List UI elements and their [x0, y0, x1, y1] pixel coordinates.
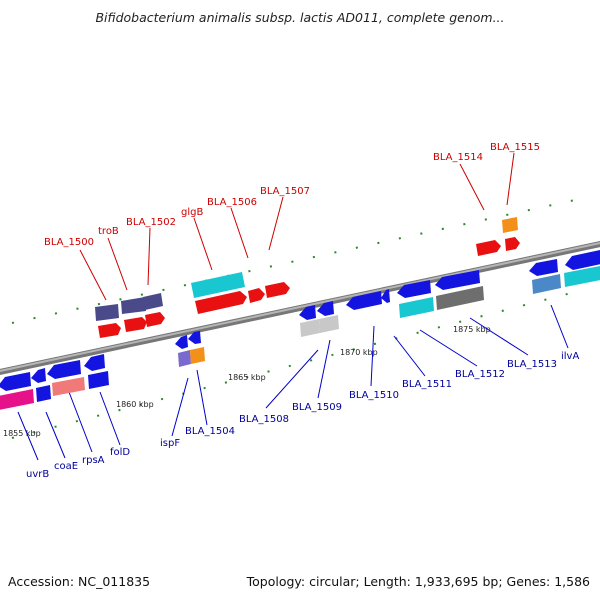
gene-arrow[interactable]: [195, 291, 247, 314]
gene-arrow[interactable]: [381, 289, 390, 303]
gene-arrow[interactable]: [36, 385, 51, 402]
gene-label[interactable]: BLA_1514: [433, 152, 483, 163]
gene-arrow[interactable]: [299, 305, 316, 320]
reverse-gene-labels: uvrB coaE rpsA folD ispF BLA_1504 BLA_15…: [26, 351, 579, 480]
gene-arrow[interactable]: [88, 371, 109, 389]
gene-label[interactable]: ispF: [160, 438, 180, 449]
gene-arrow[interactable]: [248, 288, 265, 303]
gene-arrow[interactable]: [397, 280, 431, 298]
gene-label[interactable]: BLA_1500: [44, 237, 94, 248]
gene-label[interactable]: glgB: [181, 207, 203, 218]
gene-arrow[interactable]: [47, 360, 81, 379]
gene-label[interactable]: BLA_1512: [455, 369, 505, 380]
gene-arrow[interactable]: [175, 335, 188, 349]
gene-arrow[interactable]: [0, 389, 34, 410]
gene-arrow[interactable]: [121, 297, 146, 314]
gene-arrow[interactable]: [265, 282, 290, 298]
genome-backbone-highlight: [0, 242, 600, 372]
gene-arrow[interactable]: [0, 372, 31, 391]
scale-label: 1860 kbp: [116, 400, 154, 409]
gene-arrow[interactable]: [317, 301, 334, 316]
lower-guide-dots: [11, 291, 576, 439]
gene-arrow[interactable]: [532, 274, 561, 294]
gene-arrow[interactable]: [178, 350, 191, 367]
gene-label[interactable]: BLA_1506: [207, 197, 257, 208]
gene-arrow[interactable]: [435, 270, 480, 290]
gene-label[interactable]: uvrB: [26, 469, 49, 480]
gene-arrow[interactable]: [476, 240, 501, 256]
gene-arrow[interactable]: [346, 291, 382, 310]
reverse-leaders: [17, 304, 569, 461]
gene-arrow[interactable]: [399, 297, 434, 318]
forward-leaders: [79, 152, 515, 301]
scale-label: 1870 kbp: [340, 348, 378, 357]
accession-text: Accession: NC_011835: [8, 574, 151, 589]
gene-label[interactable]: BLA_1513: [507, 359, 557, 370]
scale-label: 1875 kbp: [453, 325, 491, 334]
gene-label[interactable]: rpsA: [82, 455, 105, 466]
gene-label[interactable]: BLA_1509: [292, 402, 342, 413]
gene-label[interactable]: coaE: [54, 461, 78, 472]
gene-arrow[interactable]: [52, 377, 85, 396]
gene-arrow[interactable]: [505, 237, 520, 251]
gene-label[interactable]: ilvA: [561, 351, 579, 362]
gene-label[interactable]: BLA_1511: [402, 379, 452, 390]
gene-arrow[interactable]: [31, 368, 46, 383]
scale-label: 1855 kbp: [3, 429, 41, 438]
gene-arrow[interactable]: [98, 323, 121, 338]
upper-guide-dots: [11, 199, 576, 324]
gene-arrow[interactable]: [84, 354, 105, 371]
gene-label[interactable]: BLA_1508: [239, 414, 289, 425]
gene-label[interactable]: troB: [98, 226, 119, 237]
gene-arrow[interactable]: [95, 304, 119, 321]
gene-label[interactable]: BLA_1510: [349, 390, 399, 401]
gene-arrow[interactable]: [145, 312, 165, 327]
gene-arrow[interactable]: [188, 331, 201, 344]
gene-arrow[interactable]: [564, 265, 600, 287]
gene-label[interactable]: BLA_1502: [126, 217, 176, 228]
gene-label[interactable]: BLA_1507: [260, 186, 310, 197]
gene-label[interactable]: BLA_1504: [185, 426, 235, 437]
gene-arrow[interactable]: [502, 217, 518, 233]
forward-gene-labels: BLA_1500 troB BLA_1502 glgB BLA_1506 BLA…: [44, 142, 540, 248]
gene-label[interactable]: folD: [110, 447, 130, 458]
gene-arrow[interactable]: [529, 259, 558, 276]
gene-arrow[interactable]: [143, 293, 163, 310]
reverse-strand-genes: [0, 249, 600, 410]
gene-arrow[interactable]: [190, 347, 205, 364]
scale-label: 1865 kbp: [228, 373, 266, 382]
genome-summary-text: Topology: circular; Length: 1,933,695 bp…: [246, 574, 590, 589]
forward-strand-genes: [95, 217, 520, 338]
gene-arrow[interactable]: [319, 315, 339, 333]
gene-arrow[interactable]: [436, 286, 484, 310]
gene-arrow[interactable]: [124, 317, 147, 332]
gene-label[interactable]: BLA_1515: [490, 142, 540, 153]
map-title: Bifidobacterium animalis subsp. lactis A…: [95, 10, 505, 25]
gene-arrow[interactable]: [565, 249, 600, 270]
gene-arrow[interactable]: [300, 319, 320, 337]
gene-arrow[interactable]: [191, 272, 245, 298]
